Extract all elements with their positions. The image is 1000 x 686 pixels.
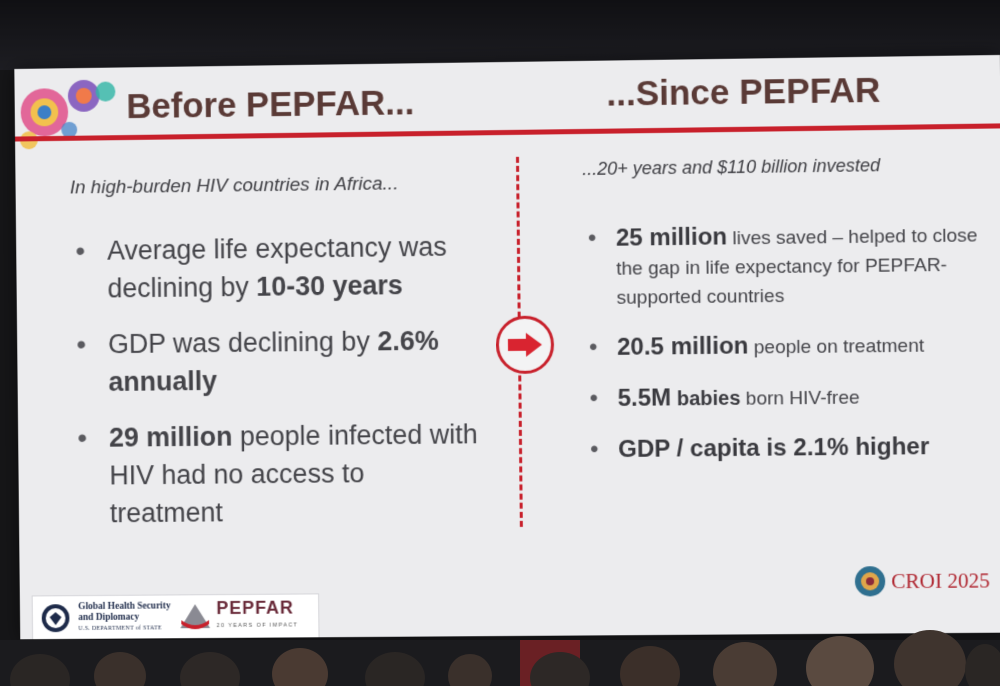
croi-logo: CROI 2025 xyxy=(853,563,990,598)
since-point: 25 million lives saved – helped to close… xyxy=(588,219,997,313)
subtitle-before: In high-burden HIV countries in Africa..… xyxy=(70,173,399,199)
title-since: ...Since PEPFAR xyxy=(606,71,880,115)
title-before: Before PEPFAR... xyxy=(126,83,414,127)
croi-virus-icon xyxy=(853,564,888,598)
before-point: Average life expectancy was declining by… xyxy=(75,227,483,307)
croi-conference-label: CROI 2025 xyxy=(891,568,990,594)
before-points-list: Average life expectancy was declining by… xyxy=(75,227,486,550)
virus-illustration-icon xyxy=(14,73,128,154)
since-point: 20.5 million people on treatment xyxy=(589,329,997,364)
subtitle-since: ...20+ years and $110 billion invested xyxy=(582,155,880,180)
arrow-right-icon xyxy=(508,333,542,357)
audience-silhouettes xyxy=(0,600,1000,686)
before-point: GDP was declining by 2.6% annually xyxy=(76,321,484,401)
since-points-list: 25 million lives saved – helped to close… xyxy=(588,219,999,486)
since-point: GDP / capita is 2.1% higher xyxy=(590,431,998,466)
presentation-slide: Before PEPFAR... ...Since PEPFAR In high… xyxy=(14,55,1000,639)
since-point: 5.5M babies born HIV-free xyxy=(589,380,997,415)
before-point: 29 million people infected with HIV had … xyxy=(77,415,486,532)
arrow-badge xyxy=(496,315,555,374)
